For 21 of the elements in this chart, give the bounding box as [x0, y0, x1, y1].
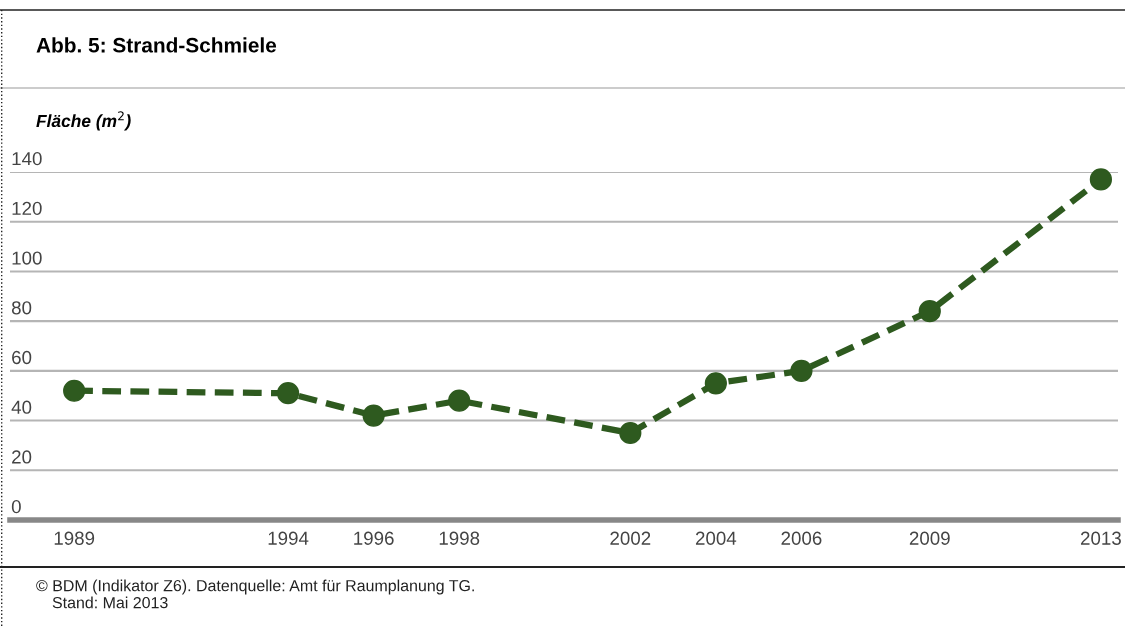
x-tick-label: 2006: [781, 531, 822, 545]
y-tick-label: 40: [11, 400, 32, 414]
y-tick-label: 20: [12, 450, 32, 464]
y-tick-label: 140: [12, 152, 42, 166]
chart-title: Abb. 5: Strand-Schmiele: [36, 37, 277, 53]
y-axis-title: Fläche (m$^{2}$): [36, 111, 131, 131]
text: © BDM (Indikator Z6). Datenquelle: Amt für Raumplanung TG.: [36, 579, 474, 595]
y-tick-label: 60: [12, 350, 32, 365]
y-tick-label: 120: [12, 201, 42, 216]
x-tick-label: 2002: [610, 531, 651, 545]
x-tick-label: 1996: [354, 531, 394, 545]
y-tick-label: 0: [11, 500, 21, 514]
x-tick-label: 1994: [268, 531, 309, 545]
x-tick-label: 1998: [439, 531, 480, 545]
x-tick-label: 1989: [54, 531, 95, 545]
x-tick-label: 2013: [1080, 531, 1121, 545]
x-tick-label: 2004: [695, 531, 737, 545]
x-tick-label: 2009: [909, 531, 950, 545]
text: Stand: Mai 2013: [52, 596, 168, 609]
y-tick-label: 80: [11, 301, 32, 315]
y-tick-label: 100: [12, 251, 42, 265]
